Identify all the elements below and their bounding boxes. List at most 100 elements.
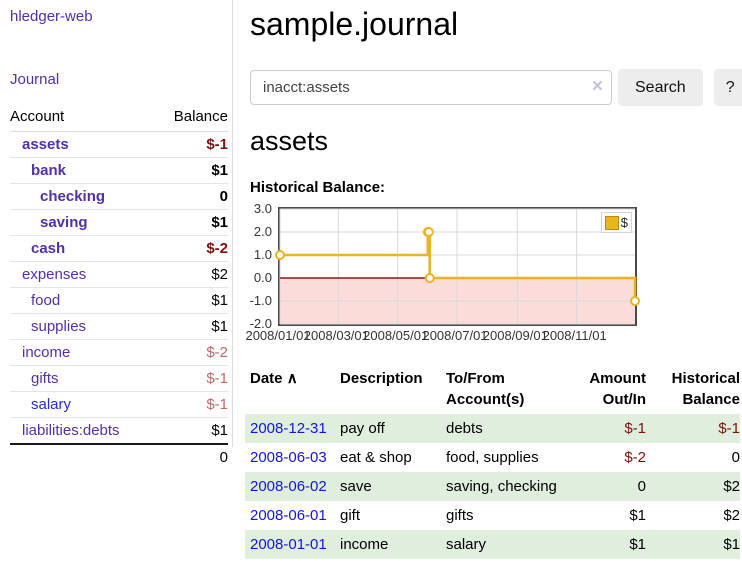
chart-title: Historical Balance:: [250, 179, 386, 196]
account-row-assets: assets $-1: [10, 131, 228, 158]
transaction-row: 2008-01-01 income salary $1 $1: [245, 530, 740, 559]
account-link-expenses[interactable]: expenses: [22, 266, 87, 283]
search-form: × Search ?: [250, 69, 742, 106]
transaction-description: save: [340, 478, 372, 495]
account-column-header: Account: [10, 105, 156, 132]
description-column-header: Description: [340, 370, 423, 387]
account-row-expenses: expenses $2: [10, 261, 228, 288]
accounts-table: Account Balance assets $-1 bank $1 check…: [10, 105, 228, 470]
transaction-description: income: [340, 536, 389, 553]
account-balance: $-2: [155, 339, 228, 366]
balance-column-header: Historical Balance: [671, 370, 740, 408]
account-balance: $1: [155, 417, 228, 445]
account-balance: $2: [155, 261, 228, 288]
account-link-checking[interactable]: checking: [40, 188, 106, 205]
account-link-supplies[interactable]: supplies: [31, 318, 87, 335]
account-row-saving: saving $1: [10, 209, 228, 236]
search-box: ×: [250, 70, 612, 105]
transaction-accounts: gifts: [446, 507, 474, 524]
accounts-header-row: Account Balance: [10, 105, 228, 132]
account-link-salary[interactable]: salary: [31, 396, 72, 413]
account-link-gifts[interactable]: gifts: [31, 370, 59, 387]
account-balance: $-2: [155, 235, 228, 262]
account-link-assets[interactable]: assets: [22, 136, 69, 153]
account-row-salary: salary $-1: [10, 391, 228, 418]
chart-legend: $: [600, 212, 632, 233]
accounts-column-header: To/From Account(s): [446, 370, 525, 408]
transaction-amount: $1: [629, 536, 646, 553]
x-axis-tick-label: 2008/05/01: [363, 328, 429, 343]
transaction-date-link[interactable]: 2008-06-02: [250, 478, 327, 495]
main-content: sample.journal × Search ? assets Histori…: [233, 0, 742, 559]
account-link-food[interactable]: food: [31, 292, 61, 309]
transaction-description: gift: [340, 507, 361, 524]
y-axis-tick-label: 2.0: [253, 224, 272, 239]
account-row-gifts: gifts $-1: [10, 365, 228, 392]
sort-ascending-icon: ∧: [286, 370, 298, 387]
x-axis-tick-label: 2008/09/01: [482, 328, 548, 343]
x-axis-tick-label: 2008/03/01: [303, 328, 369, 343]
transaction-date-link[interactable]: 2008-01-01: [250, 536, 327, 553]
account-link-cash[interactable]: cash: [31, 240, 66, 257]
transaction-accounts: debts: [446, 420, 483, 437]
legend-label: $: [620, 215, 628, 230]
chart-plot-area: $: [275, 207, 640, 326]
legend-swatch-icon: [604, 215, 619, 230]
account-link-saving[interactable]: saving: [40, 214, 88, 231]
y-axis-tick-label: 1.0: [253, 247, 272, 262]
account-link-liabilities-debts[interactable]: liabilities:debts: [22, 422, 120, 439]
account-heading: assets: [250, 126, 329, 156]
sidebar-divider: [232, 0, 233, 447]
x-axis-tick-label: 2008/07/01: [422, 328, 488, 343]
search-button[interactable]: Search: [618, 69, 703, 106]
transaction-date-link[interactable]: 2008-06-03: [250, 449, 327, 466]
transaction-accounts: food, supplies: [446, 449, 539, 466]
accounts-total-row: 0: [10, 443, 228, 470]
transaction-accounts: salary: [446, 536, 487, 553]
accounts-total-value: 0: [155, 443, 228, 470]
account-row-liabilities-debts: liabilities:debts $1: [10, 417, 228, 445]
transaction-amount: $-2: [624, 449, 646, 466]
transaction-balance: $2: [723, 507, 740, 524]
app-title-link[interactable]: hledger-web: [10, 8, 93, 25]
transaction-amount: 0: [637, 478, 646, 495]
transaction-balance: $2: [723, 478, 740, 495]
balance-column-header: Balance: [155, 105, 228, 132]
x-axis-tick-label: 2008/11/01: [542, 328, 607, 343]
account-row-supplies: supplies $1: [10, 313, 228, 340]
transaction-row: 2008-06-03 eat & shop food, supplies $-2…: [245, 443, 740, 472]
account-row-food: food $1: [10, 287, 228, 314]
clear-search-icon[interactable]: ×: [591, 76, 603, 97]
transaction-amount: $-1: [624, 420, 646, 437]
account-balance: $1: [155, 313, 228, 340]
transaction-balance: $1: [723, 536, 740, 553]
date-column-header[interactable]: Date ∧: [250, 370, 298, 387]
sidebar-item-journal[interactable]: Journal: [10, 71, 60, 88]
account-balance: $-1: [155, 391, 228, 418]
transaction-row: 2008-06-01 gift gifts $1 $2: [245, 501, 740, 530]
transaction-date-link[interactable]: 2008-12-31: [250, 420, 327, 437]
account-balance: $-1: [155, 365, 228, 392]
page: hledger-web Journal Account Balance asse…: [0, 0, 742, 559]
search-input[interactable]: [250, 70, 612, 105]
account-row-checking: checking 0: [10, 183, 228, 210]
transaction-row: 2008-06-02 save saving, checking 0 $2: [245, 472, 740, 501]
account-link-bank[interactable]: bank: [31, 162, 67, 179]
transaction-date-link[interactable]: 2008-06-01: [250, 507, 327, 524]
y-axis-tick-label: 0.0: [253, 270, 272, 285]
help-button[interactable]: ?: [713, 69, 742, 106]
transaction-row: 2008-12-31 pay off debts $-1 $-1: [245, 414, 740, 443]
account-balance: $1: [155, 157, 228, 184]
account-link-income[interactable]: income: [22, 344, 71, 361]
sidebar: hledger-web Journal Account Balance asse…: [0, 0, 233, 559]
transactions-header-row: Date ∧ Description To/From Account(s) Am…: [245, 366, 740, 414]
y-axis-tick-label: -1.0: [249, 293, 272, 308]
account-row-bank: bank $1: [10, 157, 228, 184]
account-row-cash: cash $-2: [10, 235, 228, 262]
amount-column-header: Amount Out/In: [589, 370, 646, 408]
transaction-accounts: saving, checking: [446, 478, 557, 495]
account-balance: 0: [155, 183, 228, 210]
transaction-description: pay off: [340, 420, 385, 437]
transaction-balance: $-1: [718, 420, 740, 437]
account-balance: $1: [155, 209, 228, 236]
